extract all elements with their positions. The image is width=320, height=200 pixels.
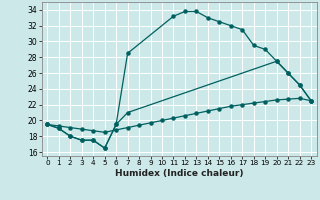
X-axis label: Humidex (Indice chaleur): Humidex (Indice chaleur) (115, 169, 244, 178)
